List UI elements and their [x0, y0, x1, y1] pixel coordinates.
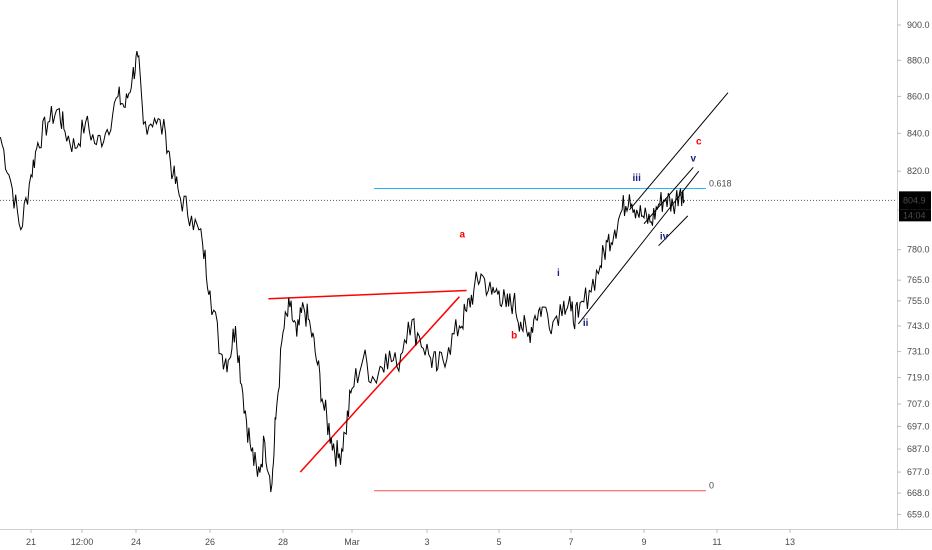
- x-tick-label: 11: [712, 537, 721, 547]
- y-tick-label: 677.0: [907, 467, 930, 477]
- y-tick-label: 743.0: [907, 321, 930, 331]
- y-tick-label: 659.0: [907, 509, 930, 519]
- channel-upper-line: [629, 92, 729, 211]
- wave-label-iv: iv: [660, 232, 669, 243]
- y-tick-label: 860.0: [907, 91, 930, 101]
- y-tick-label: 719.0: [907, 373, 930, 383]
- wave-label-iii: iii: [633, 173, 642, 184]
- annotation-layer: 0.618 0: [0, 92, 897, 492]
- wave-label-c: c: [696, 137, 702, 148]
- y-tick-label: 840.0: [907, 128, 930, 138]
- y-tick-label: 687.0: [907, 444, 930, 454]
- y-tick-label: 755.0: [907, 296, 930, 306]
- price-line: [0, 51, 685, 493]
- x-tick-label: 24: [131, 537, 141, 547]
- x-tick-label: 7: [568, 537, 573, 547]
- price-series: [0, 51, 685, 493]
- countdown-badge: [899, 209, 931, 222]
- x-tick-label: 28: [278, 537, 288, 547]
- wave-label-i: i: [557, 268, 560, 279]
- x-tick-label: 26: [205, 537, 215, 547]
- wave-label-ii: ii: [583, 318, 589, 329]
- last-price-marker: 804.9 14:04: [899, 191, 931, 222]
- y-tick-label: 707.0: [907, 399, 930, 409]
- last-price-badge: [899, 191, 931, 210]
- y-tick-label: 780.0: [907, 245, 930, 255]
- y-tick-label: 668.0: [907, 488, 930, 498]
- triangle-upper-line: [268, 289, 467, 300]
- y-tick-label: 697.0: [907, 421, 930, 431]
- y-axis-ticks[interactable]: 659.0 668.0 677.0 687.0 697.0 707.0 719.0 731.0…: [897, 20, 930, 519]
- wave-label-a: a: [459, 230, 465, 241]
- countdown-label: 14:04: [903, 210, 926, 220]
- y-tick-label: 731.0: [907, 347, 930, 357]
- wave-label-v: v: [690, 154, 696, 165]
- x-tick-label: 9: [641, 537, 646, 547]
- x-tick-label: Mar: [344, 537, 360, 547]
- x-tick-label: 13: [785, 537, 795, 547]
- fib-0618-label: 0.618: [709, 178, 732, 188]
- x-axis-ticks: 21 12:00 24 26 28 Mar 3 5 7 9 11 13: [26, 529, 795, 547]
- fib-0-label: 0: [709, 481, 714, 491]
- x-tick-label: 21: [26, 537, 36, 547]
- x-tick-label: 5: [496, 537, 501, 547]
- y-tick-label: 900.0: [907, 20, 930, 30]
- wave-label-b: b: [511, 331, 517, 342]
- y-tick-label: 820.0: [907, 166, 930, 176]
- x-tick-label: 3: [424, 537, 429, 547]
- y-tick-label: 880.0: [907, 55, 930, 65]
- x-tick-label: 12:00: [71, 537, 94, 547]
- last-price-label: 804.9: [903, 195, 926, 205]
- y-tick-label: 765.0: [907, 275, 930, 285]
- channel-inner-line-2: [658, 215, 689, 247]
- triangle-lower-line: [299, 296, 460, 473]
